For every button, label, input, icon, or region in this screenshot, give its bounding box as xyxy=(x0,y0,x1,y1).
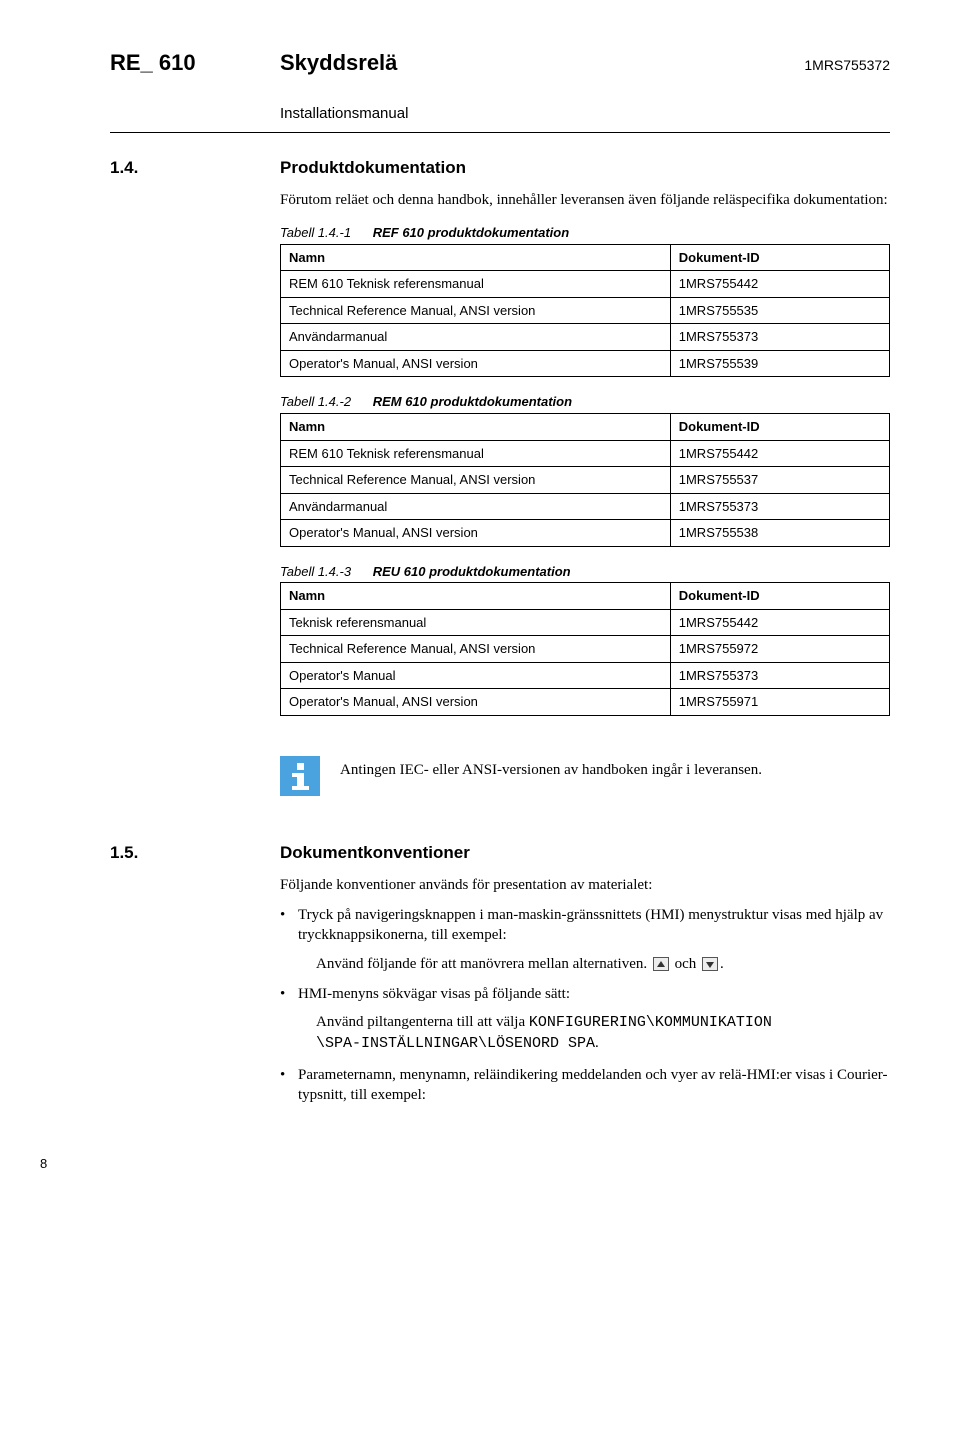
table-row: Operator's Manual, ANSI version1MRS75597… xyxy=(281,689,890,716)
table-row: Operator's Manual, ANSI version1MRS75553… xyxy=(281,520,890,547)
section-1-5-content: Följande konventioner används för presen… xyxy=(280,875,890,1105)
table-rem610: Namn Dokument-ID REM 610 Teknisk referen… xyxy=(280,413,890,547)
info-icon xyxy=(280,756,320,796)
document-id: 1MRS755372 xyxy=(804,56,890,75)
table-row: Teknisk referensmanual1MRS755442 xyxy=(281,609,890,636)
table-caption-1: Tabell 1.4.-1 REF 610 produktdokumentati… xyxy=(280,224,890,242)
document-header: RE_ 610 Skyddsrelä 1MRS755372 xyxy=(110,48,890,78)
section-1-4-content: Förutom reläet och denna handbok, innehå… xyxy=(280,190,890,796)
col-docid: Dokument-ID xyxy=(670,244,889,271)
section-heading: Produktdokumentation xyxy=(280,157,466,180)
table-row: Användarmanual1MRS755373 xyxy=(281,493,890,520)
section-number: 1.4. xyxy=(110,157,280,180)
table-title: REF 610 produktdokumentation xyxy=(373,225,569,240)
table-row: Användarmanual1MRS755373 xyxy=(281,324,890,351)
product-title: Skyddsrelä xyxy=(280,48,804,78)
info-text: Antingen IEC- eller ANSI-versionen av ha… xyxy=(340,756,762,780)
section-1-5-header: 1.5. Dokumentkonventioner xyxy=(110,842,890,865)
info-note: Antingen IEC- eller ANSI-versionen av ha… xyxy=(280,756,890,796)
arrow-down-icon xyxy=(702,957,718,971)
intro-paragraph: Förutom reläet och denna handbok, innehå… xyxy=(280,190,890,210)
example-line: Använd följande för att manövrera mellan… xyxy=(316,954,890,974)
document-subtitle: Installationsmanual xyxy=(280,104,890,124)
col-docid: Dokument-ID xyxy=(670,583,889,610)
menu-path: \SPA-INSTÄLLNINGAR\LÖSENORD SPA xyxy=(316,1035,595,1052)
table-row: Technical Reference Manual, ANSI version… xyxy=(281,297,890,324)
table-ref610: Namn Dokument-ID REM 610 Teknisk referen… xyxy=(280,244,890,378)
table-label: Tabell 1.4.-3 xyxy=(280,564,351,579)
table-row: Technical Reference Manual, ANSI version… xyxy=(281,467,890,494)
list-item: HMI-menyns sökvägar visas på följande sä… xyxy=(280,984,890,1055)
table-title: REU 610 produktdokumentation xyxy=(373,564,571,579)
menu-path: KONFIGURERING\KOMMUNIKATION xyxy=(529,1014,772,1031)
page-number: 8 xyxy=(40,1155,890,1173)
table-label: Tabell 1.4.-2 xyxy=(280,394,351,409)
table-reu610: Namn Dokument-ID Teknisk referensmanual1… xyxy=(280,582,890,716)
section-number: 1.5. xyxy=(110,842,280,865)
col-docid: Dokument-ID xyxy=(670,413,889,440)
table-row: REM 610 Teknisk referensmanual1MRS755442 xyxy=(281,271,890,298)
table-caption-3: Tabell 1.4.-3 REU 610 produktdokumentati… xyxy=(280,563,890,581)
table-title: REM 610 produktdokumentation xyxy=(373,394,572,409)
table-row: Operator's Manual1MRS755373 xyxy=(281,662,890,689)
intro-paragraph: Följande konventioner används för presen… xyxy=(280,875,890,895)
col-name: Namn xyxy=(281,413,671,440)
col-name: Namn xyxy=(281,583,671,610)
table-label: Tabell 1.4.-1 xyxy=(280,225,351,240)
table-row: REM 610 Teknisk referensmanual1MRS755442 xyxy=(281,440,890,467)
table-row: Operator's Manual, ANSI version1MRS75553… xyxy=(281,350,890,377)
list-item: Parameternamn, menynamn, reläindikering … xyxy=(280,1065,890,1106)
product-code: RE_ 610 xyxy=(110,48,280,78)
table-row: Technical Reference Manual, ANSI version… xyxy=(281,636,890,663)
col-name: Namn xyxy=(281,244,671,271)
convention-list: Tryck på navigeringsknappen i man-maskin… xyxy=(280,905,890,1105)
example-line: Använd piltangenterna till att välja KON… xyxy=(316,1012,890,1055)
section-1-4-header: 1.4. Produktdokumentation xyxy=(110,157,890,180)
header-divider xyxy=(110,132,890,133)
section-heading: Dokumentkonventioner xyxy=(280,842,470,865)
table-caption-2: Tabell 1.4.-2 REM 610 produktdokumentati… xyxy=(280,393,890,411)
list-item: Tryck på navigeringsknappen i man-maskin… xyxy=(280,905,890,974)
arrow-up-icon xyxy=(653,957,669,971)
